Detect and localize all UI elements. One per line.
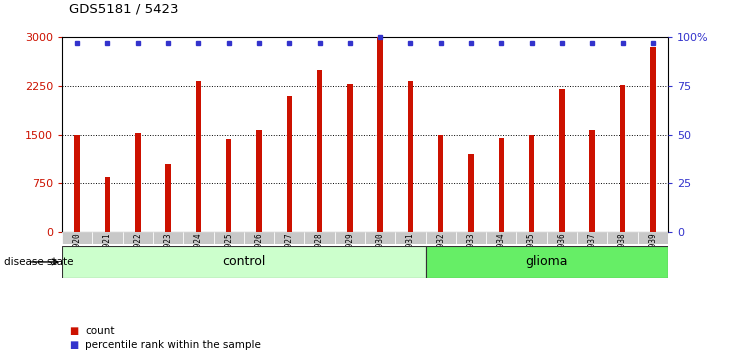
Bar bbox=[304, 232, 335, 244]
Bar bbox=[226, 139, 231, 232]
Bar bbox=[426, 246, 668, 278]
Bar bbox=[93, 232, 123, 244]
Text: GSM769935: GSM769935 bbox=[527, 232, 536, 274]
Text: percentile rank within the sample: percentile rank within the sample bbox=[85, 340, 261, 350]
Text: disease state: disease state bbox=[4, 257, 73, 267]
Text: GSM769931: GSM769931 bbox=[406, 232, 415, 274]
Text: GSM769927: GSM769927 bbox=[285, 232, 293, 274]
Text: control: control bbox=[222, 256, 266, 268]
Text: GSM769925: GSM769925 bbox=[224, 232, 233, 274]
Text: GSM769921: GSM769921 bbox=[103, 232, 112, 274]
Bar bbox=[105, 177, 110, 232]
Text: GSM769936: GSM769936 bbox=[558, 232, 566, 274]
Bar bbox=[74, 135, 80, 232]
Bar bbox=[438, 135, 443, 232]
Bar bbox=[650, 47, 656, 232]
Bar bbox=[396, 232, 426, 244]
Text: ■: ■ bbox=[69, 340, 79, 350]
Text: GSM769938: GSM769938 bbox=[618, 232, 627, 274]
Bar bbox=[577, 232, 607, 244]
Bar bbox=[486, 232, 517, 244]
Bar bbox=[183, 232, 214, 244]
Text: GSM769926: GSM769926 bbox=[255, 232, 264, 274]
Bar bbox=[469, 154, 474, 232]
Bar bbox=[620, 85, 625, 232]
Text: GSM769928: GSM769928 bbox=[315, 232, 324, 274]
Bar bbox=[62, 232, 93, 244]
Bar bbox=[529, 135, 534, 232]
Text: GDS5181 / 5423: GDS5181 / 5423 bbox=[69, 3, 179, 16]
Text: GSM769930: GSM769930 bbox=[376, 232, 385, 274]
Text: glioma: glioma bbox=[526, 256, 568, 268]
Bar bbox=[377, 37, 383, 232]
Text: GSM769920: GSM769920 bbox=[73, 232, 82, 274]
Bar bbox=[347, 84, 353, 232]
Bar bbox=[517, 232, 547, 244]
Bar bbox=[153, 232, 183, 244]
Text: GSM769933: GSM769933 bbox=[466, 232, 475, 274]
Bar bbox=[638, 232, 668, 244]
Bar bbox=[135, 133, 140, 232]
Text: GSM769932: GSM769932 bbox=[437, 232, 445, 274]
Bar bbox=[365, 232, 396, 244]
Text: GSM769939: GSM769939 bbox=[648, 232, 657, 274]
Bar bbox=[456, 232, 486, 244]
Bar bbox=[590, 130, 595, 232]
Bar bbox=[559, 89, 564, 232]
Bar bbox=[244, 232, 274, 244]
Bar bbox=[123, 232, 153, 244]
Text: count: count bbox=[85, 326, 115, 336]
Bar bbox=[408, 81, 413, 232]
Text: GSM769929: GSM769929 bbox=[345, 232, 354, 274]
Text: GSM769924: GSM769924 bbox=[194, 232, 203, 274]
Text: ■: ■ bbox=[69, 326, 79, 336]
Bar bbox=[274, 232, 304, 244]
Bar bbox=[499, 138, 504, 232]
Bar bbox=[317, 70, 322, 232]
Text: GSM769934: GSM769934 bbox=[497, 232, 506, 274]
Bar bbox=[214, 232, 244, 244]
Text: GSM769937: GSM769937 bbox=[588, 232, 596, 274]
Bar bbox=[426, 232, 456, 244]
Bar bbox=[256, 130, 261, 232]
Bar bbox=[62, 246, 426, 278]
Text: GSM769923: GSM769923 bbox=[164, 232, 172, 274]
Text: GSM769922: GSM769922 bbox=[134, 232, 142, 274]
Bar bbox=[335, 232, 365, 244]
Bar bbox=[196, 81, 201, 232]
Bar bbox=[287, 96, 292, 232]
Bar bbox=[166, 164, 171, 232]
Bar bbox=[547, 232, 577, 244]
Bar bbox=[607, 232, 638, 244]
